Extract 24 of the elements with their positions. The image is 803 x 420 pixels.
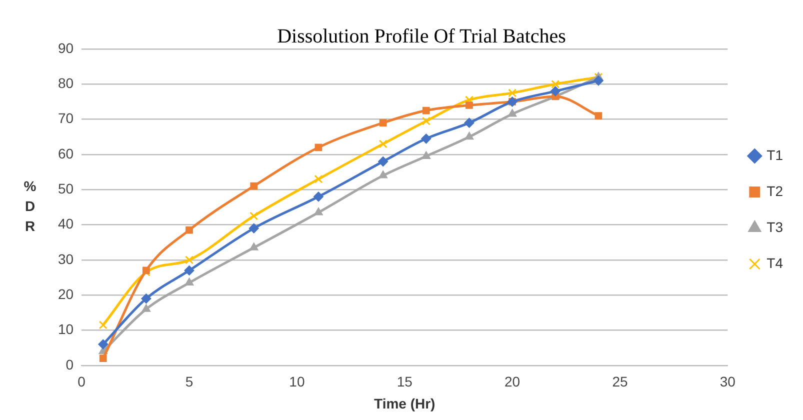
y-tick-label: 20 [58, 286, 74, 302]
legend-label: T3 [766, 218, 784, 235]
y-tick-label: 0 [66, 356, 74, 372]
y-tick-label: 90 [58, 40, 74, 56]
y-tick-label: 80 [58, 75, 74, 92]
x-tick-label: 10 [289, 374, 305, 390]
x-axis-title: Time (Hr) [374, 395, 436, 412]
x-tick-label: 15 [396, 374, 413, 390]
y-tick-label: 10 [58, 321, 74, 338]
y-tick-label: 70 [58, 110, 74, 126]
y-tick-label: 30 [58, 250, 74, 267]
y-tick-label: 40 [58, 216, 74, 232]
legend-label: T2 [766, 182, 784, 199]
x-tick-label: 30 [720, 374, 736, 390]
y-tick-label: 60 [58, 145, 74, 162]
y-axis-title: % D R [24, 178, 37, 234]
legend-label: T4 [766, 254, 784, 271]
legend-label: T1 [766, 146, 784, 163]
chart-title: Dissolution Profile Of Trial Batches [277, 25, 566, 48]
y-tick-label: 50 [58, 180, 74, 196]
x-tick-label: 5 [185, 374, 194, 390]
x-tick-label: 0 [78, 374, 86, 390]
x-tick-label: 20 [504, 374, 520, 390]
x-tick-label: 25 [612, 374, 628, 390]
